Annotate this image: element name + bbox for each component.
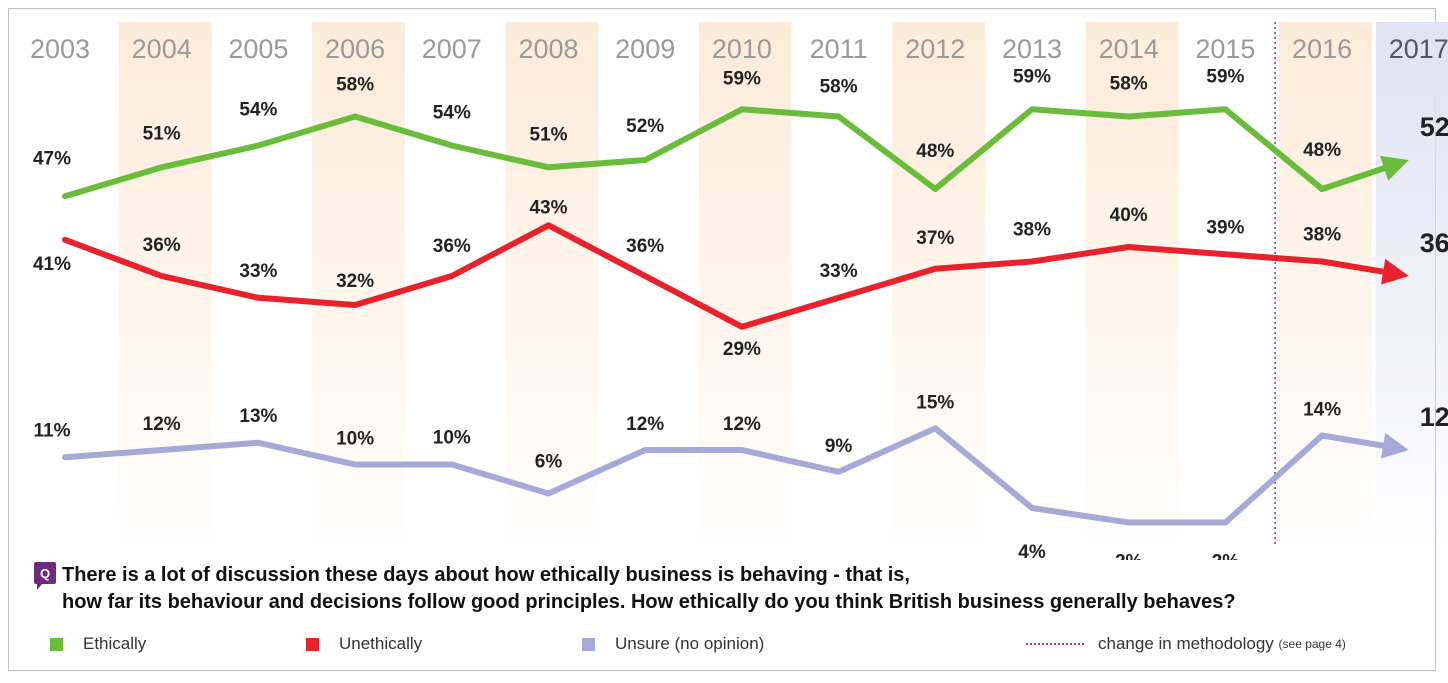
- data-label: 52%: [1420, 112, 1448, 142]
- year-label-2014: 2014: [1099, 34, 1159, 64]
- arrowhead-icon: [1380, 155, 1409, 181]
- data-label: 36%: [433, 236, 471, 257]
- data-label: 12%: [626, 414, 664, 435]
- year-label-2007: 2007: [422, 34, 482, 64]
- column-band: [698, 22, 792, 542]
- arrowhead-icon: [1381, 432, 1409, 459]
- question-badge-icon: Q: [34, 562, 56, 590]
- legend-swatch-ethically: [50, 637, 63, 651]
- line-chart: 2003 2004 2005 2006 2007 2008 2009 2010 2011 2012…: [30, 22, 1448, 560]
- arrowhead-icon: [1381, 258, 1409, 285]
- data-label: 51%: [529, 124, 567, 145]
- column-bands: [118, 22, 1448, 542]
- data-label: 54%: [239, 100, 277, 121]
- value-labels: 47% 51% 54% 58% 54% 51% 52% 59% 58% 48% 59% 58% 59% 4…: [33, 66, 1448, 560]
- year-labels: 2003 2004 2005 2006 2007 2008 2009 2010 2011 2012…: [30, 34, 1448, 64]
- question-line-2: how far its behaviour and decisions foll…: [62, 591, 1236, 613]
- year-label-2012: 2012: [905, 34, 965, 64]
- series-line-unethically: [62, 222, 1326, 330]
- data-label: 33%: [239, 261, 277, 282]
- series-line-unsure: [62, 425, 1326, 526]
- data-label: 37%: [916, 228, 954, 249]
- year-label-2013: 2013: [1002, 34, 1062, 64]
- data-label: 11%: [34, 420, 71, 441]
- legend-item-unsure: Unsure (no opinion): [582, 634, 764, 654]
- data-label: 33%: [820, 261, 858, 282]
- data-label: 54%: [433, 103, 471, 124]
- data-label: 2%: [1115, 552, 1143, 561]
- question-line-1: There is a lot of discussion these days …: [62, 564, 910, 586]
- data-label: 6%: [535, 452, 563, 473]
- data-label: 43%: [529, 197, 567, 218]
- year-label-2004: 2004: [132, 34, 192, 64]
- legend-swatch-unethically: [306, 637, 319, 651]
- survey-question: There is a lot of discussion these days …: [62, 562, 1432, 616]
- data-label: 38%: [1013, 220, 1051, 241]
- data-label: 40%: [1110, 205, 1148, 226]
- data-label: 58%: [820, 77, 858, 98]
- data-label: 10%: [336, 429, 374, 450]
- data-label: 48%: [916, 141, 954, 162]
- legend-methodology-note: (see page 4): [1278, 637, 1346, 651]
- data-label: 58%: [336, 75, 374, 96]
- series-arrow-line-ethically: [1319, 165, 1388, 192]
- data-label: 58%: [1110, 74, 1148, 95]
- series-arrow-line-unsure: [1319, 432, 1387, 449]
- column-band: [505, 22, 599, 542]
- data-label: 47%: [33, 148, 71, 169]
- data-label: 59%: [1013, 66, 1051, 87]
- data-label: 14%: [1303, 400, 1341, 421]
- series-lines: [62, 22, 1409, 545]
- column-band: [892, 22, 985, 542]
- data-label: 59%: [723, 68, 761, 89]
- year-label-2017: 2017: [1389, 34, 1448, 64]
- data-label: 12%: [1420, 402, 1448, 432]
- data-label: 36%: [143, 235, 181, 256]
- year-label-2011: 2011: [810, 34, 868, 64]
- year-label-2009: 2009: [615, 34, 675, 64]
- column-band: [1085, 22, 1179, 542]
- svg-text:Q: Q: [40, 566, 50, 581]
- year-label-2008: 2008: [518, 34, 578, 64]
- data-label: 32%: [336, 271, 374, 292]
- data-label: 12%: [723, 414, 761, 435]
- data-label: 10%: [433, 428, 471, 449]
- year-label-2003: 2003: [30, 34, 90, 64]
- column-band: [1279, 22, 1372, 542]
- legend: Ethically Unethically Unsure (no opinion…: [50, 634, 1430, 658]
- series-line-ethically: [62, 106, 1326, 200]
- data-label: 4%: [1018, 542, 1046, 560]
- legend-label-unsure: Unsure (no opinion): [615, 634, 765, 653]
- data-label: 59%: [1206, 66, 1244, 87]
- data-label: 39%: [1206, 217, 1244, 238]
- year-label-2016: 2016: [1292, 34, 1352, 64]
- data-label: 12%: [143, 414, 181, 435]
- data-label: 13%: [239, 406, 277, 427]
- year-label-2005: 2005: [228, 34, 288, 64]
- data-label: 36%: [626, 236, 664, 257]
- legend-label-methodology: change in methodology: [1098, 634, 1274, 653]
- data-label: 2%: [1212, 552, 1240, 561]
- data-label: 41%: [33, 254, 71, 275]
- legend-label-ethically: Ethically: [83, 634, 147, 653]
- data-label: 29%: [723, 339, 761, 360]
- year-label-2015: 2015: [1195, 34, 1255, 64]
- data-label: 36%: [1420, 228, 1448, 258]
- legend-item-methodology: change in methodology (see page 4): [1026, 634, 1346, 654]
- legend-item-unethically: Unethically: [306, 634, 422, 654]
- year-label-2006: 2006: [325, 34, 385, 64]
- series-arrow-line-unethically: [1319, 258, 1387, 275]
- legend-dotted-line: [1026, 643, 1084, 645]
- data-label: 52%: [626, 116, 664, 137]
- legend-label-unethically: Unethically: [339, 634, 423, 653]
- data-label: 51%: [143, 123, 181, 144]
- legend-swatch-unsure: [582, 637, 595, 651]
- year-label-2010: 2010: [712, 34, 772, 64]
- data-label: 48%: [1303, 140, 1341, 161]
- legend-item-ethically: Ethically: [50, 634, 146, 654]
- data-label: 38%: [1303, 225, 1341, 246]
- data-label: 15%: [916, 392, 954, 413]
- data-label: 9%: [825, 436, 853, 457]
